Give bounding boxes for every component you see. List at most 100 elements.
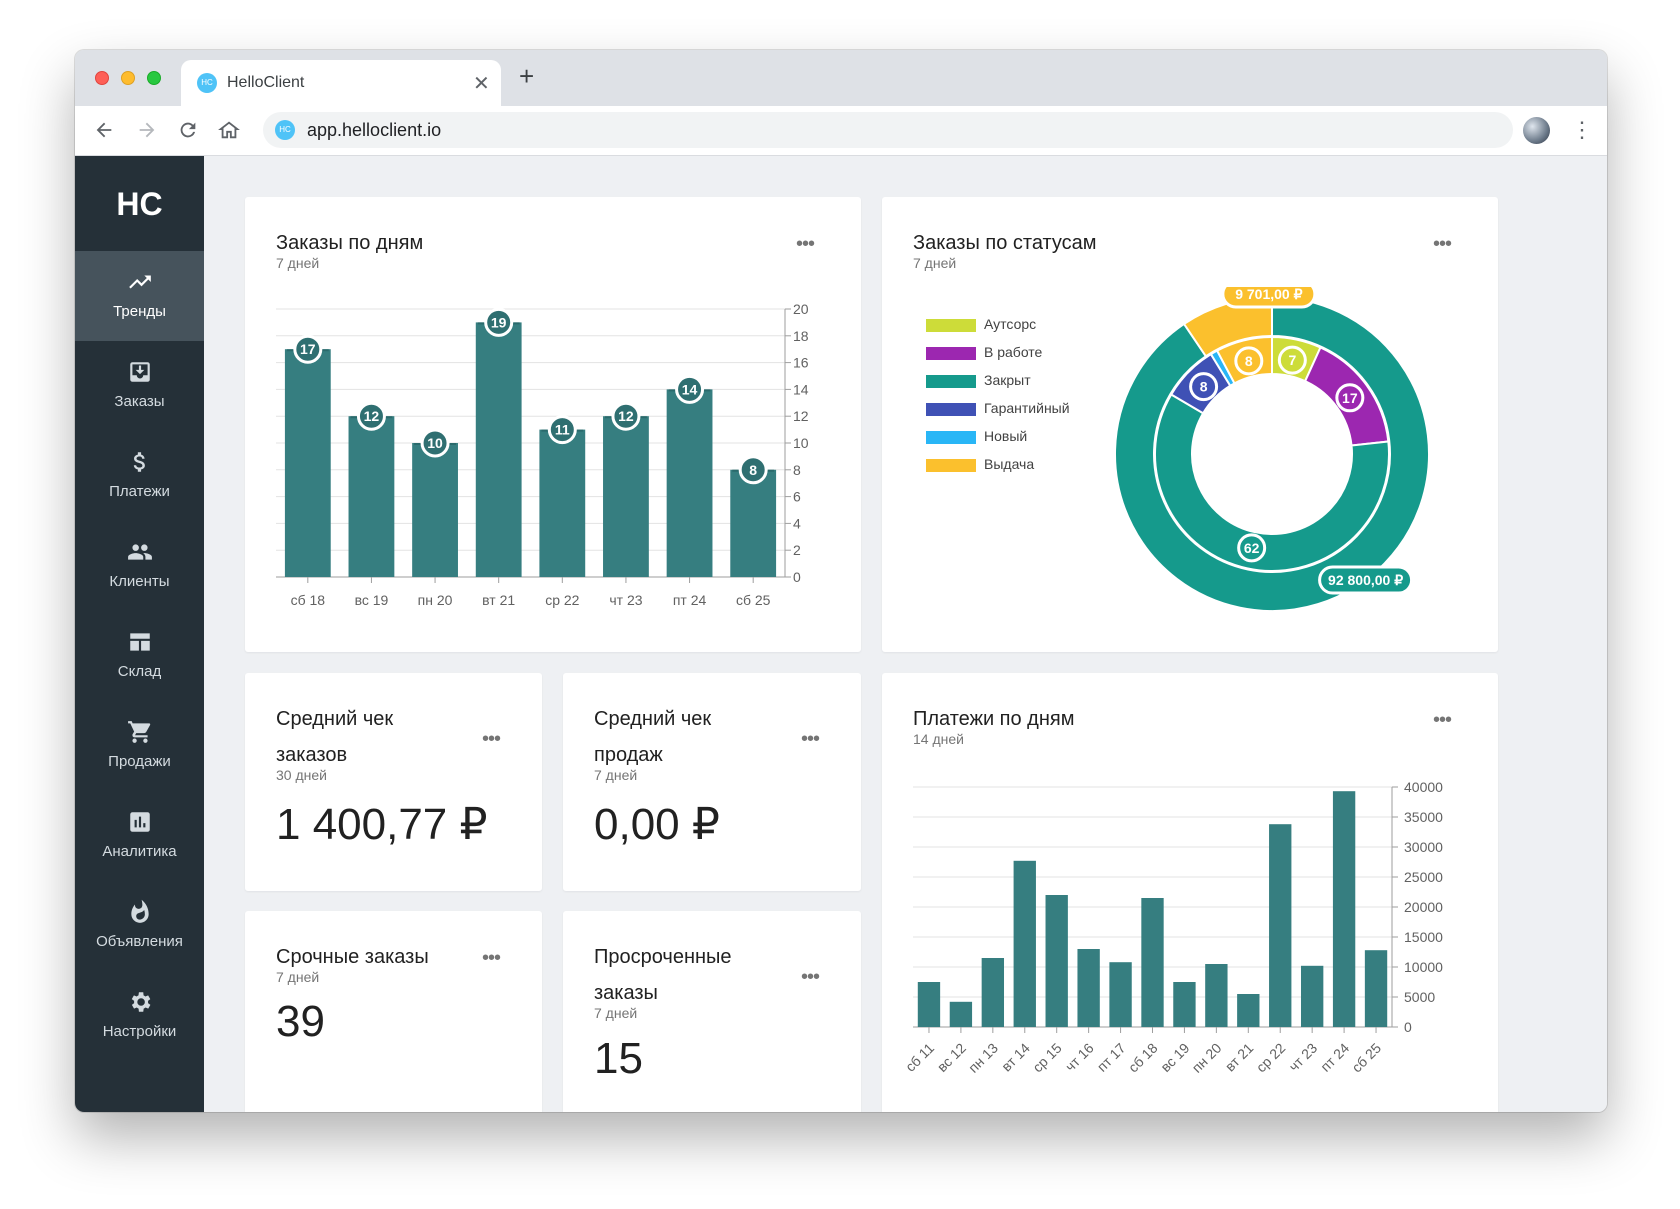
url-text[interactable]: app.helloclient.io — [307, 120, 442, 140]
card-subtitle: 7 дней — [276, 255, 320, 271]
forward-button[interactable] — [132, 115, 162, 145]
sidebar-item-payments[interactable]: Платежи — [75, 431, 204, 521]
inner-value-label: 8 — [1245, 353, 1253, 369]
bar — [539, 429, 586, 577]
bar — [949, 1001, 973, 1027]
legend-label: Закрыт — [984, 372, 1031, 388]
close-tab-icon[interactable]: ✕ — [473, 73, 490, 95]
sidebar-item-label: Клиенты — [109, 573, 170, 590]
shopping-cart-icon — [127, 721, 150, 743]
x-tick-label: пт 24 — [1317, 1040, 1352, 1075]
dollar-icon — [133, 452, 145, 472]
sidebar-item-label: Платежи — [109, 483, 170, 500]
bar — [412, 443, 458, 577]
y-tick-label: 0 — [793, 569, 801, 585]
legend-label: Аутсорс — [984, 316, 1037, 332]
y-tick-label: 4 — [793, 515, 801, 531]
bar — [1332, 791, 1356, 1027]
y-tick-label: 15000 — [1404, 929, 1443, 945]
x-tick-label: сб 18 — [291, 592, 326, 608]
outer-value-label: 9 701,00 ₽ — [1235, 287, 1302, 302]
card-menu-icon[interactable]: ••• — [1433, 709, 1452, 731]
data-label-badge — [611, 401, 641, 431]
card-menu-icon[interactable]: ••• — [801, 728, 820, 750]
x-tick-label: чт 23 — [1286, 1040, 1321, 1075]
sidebar-item-warehouse[interactable]: Склад — [75, 611, 204, 701]
card-menu-icon[interactable]: ••• — [801, 966, 820, 988]
bar — [1300, 965, 1324, 1027]
sidebar-item-settings[interactable]: Настройки — [75, 971, 204, 1061]
sidebar-item-announcements[interactable]: Объявления — [75, 881, 204, 971]
card-menu-icon[interactable]: ••• — [482, 947, 501, 969]
data-label-badge — [675, 374, 705, 404]
sidebar-item-orders[interactable]: Заказы — [75, 341, 204, 431]
inner-value-label-badge — [1234, 346, 1264, 376]
payments-by-day-chart: 0 5000 10000 15000 20000 25000 30000 35000 40000… — [902, 779, 1443, 1076]
legend-label: Выдача — [984, 456, 1035, 472]
sidebar-item-sales[interactable]: Продажи — [75, 701, 204, 791]
card-subtitle: 7 дней — [594, 767, 638, 783]
reload-button[interactable] — [173, 115, 203, 145]
card-title-line: заказов — [276, 744, 348, 766]
legend-swatch — [926, 403, 976, 416]
overdue-orders-card: Просроченные заказы 7 дней ••• 15 — [563, 911, 861, 1112]
bar — [730, 469, 777, 577]
card-title: Срочные заказы — [276, 946, 429, 968]
y-tick-label: 20000 — [1404, 899, 1443, 915]
inner-value-label-badge — [1277, 345, 1307, 375]
legend-label: Гарантийный — [984, 400, 1070, 416]
home-button[interactable] — [214, 115, 244, 145]
sidebar-item-clients[interactable]: Клиенты — [75, 521, 204, 611]
home-icon — [218, 121, 240, 139]
bar — [666, 389, 713, 577]
orders-by-day-card: Заказы по дням 7 дней ••• 0 2 4 6 8 10 12 14 16 1… — [245, 197, 861, 652]
data-label: 12 — [618, 408, 634, 424]
card-menu-icon[interactable]: ••• — [1433, 233, 1452, 255]
bar — [1013, 860, 1036, 1027]
card-title-line: заказы — [594, 982, 658, 1004]
y-tick-label: 40000 — [1404, 779, 1443, 795]
bar — [1109, 962, 1132, 1027]
back-button[interactable] — [89, 115, 119, 145]
card-title-line: Средний чек — [594, 708, 712, 730]
new-tab-button[interactable]: + — [519, 61, 535, 91]
orders-by-status-card: Заказы по статусам 7 дней ••• Аутсорс В р… — [882, 197, 1498, 652]
outer-value-label: 92 800,00 ₽ — [1328, 572, 1403, 588]
sidebar-item-label: Продажи — [108, 753, 171, 770]
sidebar-item-label: Объявления — [96, 933, 183, 950]
tab-strip: HC HelloClient ✕ + — [75, 50, 1607, 106]
inbox-download-icon — [129, 362, 150, 382]
app-logo[interactable]: HC — [116, 186, 163, 222]
gear-icon — [131, 992, 150, 1012]
data-label-badge — [738, 455, 768, 485]
avg-order-card: Средний чек заказов 30 дней ••• 1 400,77 … — [245, 673, 542, 891]
maximize-window-button[interactable] — [147, 71, 161, 85]
y-tick-label: 25000 — [1404, 869, 1443, 885]
warehouse-table-icon — [129, 633, 150, 651]
sidebar-item-analytics[interactable]: Аналитика — [75, 791, 204, 881]
inner-value-label: 62 — [1244, 540, 1260, 556]
outer-value-label-badge — [1221, 287, 1317, 309]
card-subtitle: 7 дней — [913, 255, 957, 271]
browser-menu-icon[interactable]: ⋮ — [1571, 117, 1593, 142]
browser-tab[interactable]: HC HelloClient ✕ — [181, 60, 501, 106]
card-title: Заказы по дням — [276, 232, 424, 254]
card-subtitle: 14 дней — [913, 731, 964, 747]
x-tick-label: вт 21 — [1222, 1040, 1257, 1075]
close-window-button[interactable] — [95, 71, 109, 85]
card-title: Платежи по дням — [913, 708, 1075, 730]
sidebar-item-trends[interactable]: Тренды — [75, 251, 204, 341]
arrow-left-icon — [96, 122, 112, 138]
legend-label: В работе — [984, 344, 1043, 360]
x-tick-label: чт 16 — [1062, 1040, 1097, 1075]
address-bar[interactable]: HC app.helloclient.io — [263, 112, 1513, 148]
sidebar-item-label: Заказы — [114, 393, 165, 410]
bar — [1045, 895, 1068, 1027]
profile-avatar[interactable] — [1523, 117, 1550, 144]
y-tick-label: 5000 — [1404, 989, 1435, 1005]
card-menu-icon[interactable]: ••• — [482, 728, 501, 750]
bar — [284, 349, 331, 577]
avg-sale-value: 0,00 ₽ — [594, 800, 720, 849]
minimize-window-button[interactable] — [121, 71, 135, 85]
card-menu-icon[interactable]: ••• — [796, 233, 815, 255]
